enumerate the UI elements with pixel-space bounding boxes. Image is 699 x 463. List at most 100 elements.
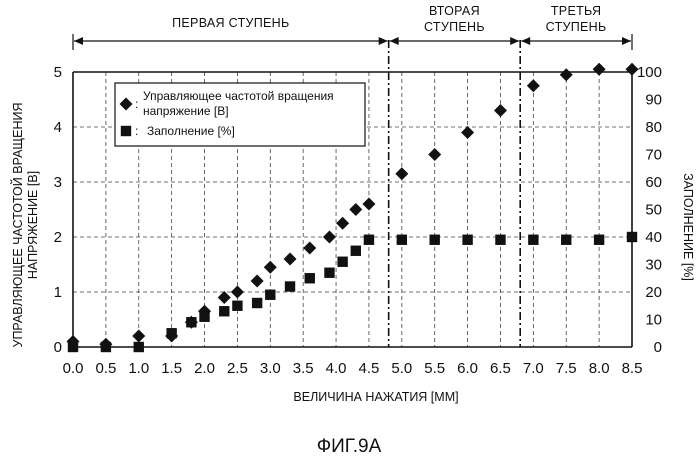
y-right-tick-label: 60 [645, 174, 662, 191]
y-left-tick-label: 3 [54, 174, 62, 191]
y-right-tick-label: 40 [645, 229, 662, 246]
y-right-tick-labels: 0102030405060708090100 [637, 64, 662, 356]
duty-point [219, 306, 229, 316]
duty-point [101, 342, 111, 352]
y-right-tick-label: 100 [637, 64, 662, 81]
stage-label-line1: ВТОРАЯ [429, 4, 480, 18]
legend: : Управляющее частотой вращениянапряжение… [115, 83, 365, 146]
duty-point [324, 268, 334, 278]
voltage-point [132, 330, 145, 343]
voltage-point [336, 217, 349, 230]
x-tick-label: 7.0 [523, 360, 544, 377]
y-right-tick-label: 70 [645, 147, 662, 164]
stage-arrows [73, 34, 632, 50]
stage-arrow-head-right [379, 37, 388, 45]
y-left-tick-labels: 012345 [54, 64, 62, 356]
y-left-tick-label: 4 [54, 119, 62, 136]
x-tick-label: 2.5 [227, 360, 248, 377]
legend-voltage-label-line1: Управляющее частотой вращения [143, 89, 334, 103]
duty-point [495, 235, 505, 245]
duty-point [528, 235, 538, 245]
duty-point [134, 342, 144, 352]
legend-dot: : [135, 97, 138, 111]
voltage-point [323, 231, 336, 244]
duty-point [561, 235, 571, 245]
duty-point [627, 232, 637, 242]
y-left-label-line2: НАПРЯЖЕНИЕ [В] [26, 171, 40, 279]
stage-label: ПЕРВАЯ СТУПЕНЬ [172, 16, 289, 30]
voltage-point [395, 167, 408, 180]
stage-arrow-head-left [521, 37, 530, 45]
y-right-tick-label: 20 [645, 284, 662, 301]
stage-arrow-head-left [74, 37, 83, 45]
y-right-axis-label: ЗАПОЛНЕНИЕ [%] [681, 173, 695, 281]
figure-caption: ФИГ.9А [317, 436, 382, 457]
y-right-tick-label: 90 [645, 92, 662, 109]
voltage-point [264, 261, 277, 274]
x-tick-label: 7.5 [556, 360, 577, 377]
x-tick-label: 4.5 [359, 360, 380, 377]
x-tick-label: 5.5 [424, 360, 445, 377]
x-tick-label: 4.0 [326, 360, 347, 377]
duty-point [430, 235, 440, 245]
stage-label-line2: СТУПЕНЬ [546, 20, 607, 34]
y-right-tick-label: 80 [645, 119, 662, 136]
legend-voltage-label-line2: напряжение [В] [143, 104, 229, 118]
voltage-point [494, 104, 507, 117]
voltage-point [428, 148, 441, 161]
x-axis-label: ВЕЛИЧИНА НАЖАТИЯ [ММ] [293, 390, 458, 404]
y-left-axis-label: УПРАВЛЯЮЩЕЕ ЧАСТОТОЙ ВРАЩЕНИЯ НАПРЯЖЕНИЕ… [10, 102, 40, 347]
x-tick-label: 1.0 [128, 360, 149, 377]
x-tick-label: 3.0 [260, 360, 281, 377]
voltage-point [231, 286, 244, 299]
x-tick-label: 6.0 [457, 360, 478, 377]
x-tick-label: 0.0 [63, 360, 84, 377]
voltage-point [560, 68, 573, 81]
legend-square-marker [121, 126, 131, 136]
x-tick-label: 5.0 [391, 360, 412, 377]
stage-arrow-head-right [510, 37, 519, 45]
stage-labels: ПЕРВАЯ СТУПЕНЬВТОРАЯСТУПЕНЬТРЕТЬЯСТУПЕНЬ [172, 4, 606, 34]
stage-arrow-head-left [390, 37, 399, 45]
x-tick-label: 1.5 [161, 360, 182, 377]
duty-point [166, 328, 176, 338]
y-left-tick-label: 0 [54, 339, 62, 356]
voltage-point [527, 79, 540, 92]
duty-point [285, 281, 295, 291]
voltage-point [349, 203, 362, 216]
voltage-point [284, 253, 297, 266]
y-left-label-line1: УПРАВЛЯЮЩЕЕ ЧАСТОТОЙ ВРАЩЕНИЯ [10, 102, 25, 347]
duty-point [68, 342, 78, 352]
duty-point [199, 312, 209, 322]
duty-point [397, 235, 407, 245]
x-tick-labels: 0.0 0.5 1.0 1.5 2.0 2.5 3.0 3.5 4.0 4.5 5.0 5.5 6.0 6… [63, 360, 643, 377]
duty-point [594, 235, 604, 245]
duty-point [364, 235, 374, 245]
x-tick-label: 0.5 [95, 360, 116, 377]
legend-dot: : [135, 124, 138, 138]
voltage-point [362, 198, 375, 211]
y-left-tick-label: 5 [54, 64, 62, 81]
x-tick-label: 2.0 [194, 360, 215, 377]
y-right-tick-label: 10 [645, 312, 662, 329]
duty-point [265, 290, 275, 300]
duty-point [305, 273, 315, 283]
duty-point [462, 235, 472, 245]
voltage-point [461, 126, 474, 139]
y-right-tick-label: 0 [654, 339, 662, 356]
x-tick-label: 8.0 [589, 360, 610, 377]
stage-label-line1: ТРЕТЬЯ [551, 4, 601, 18]
duty-point [252, 298, 262, 308]
duty-point [351, 246, 361, 256]
duty-point [232, 301, 242, 311]
x-tick-label: 6.5 [490, 360, 511, 377]
legend-duty-label: Заполнение [%] [147, 124, 235, 138]
voltage-point [303, 242, 316, 255]
voltage-point [218, 291, 231, 304]
x-tick-label: 3.5 [293, 360, 314, 377]
x-tick-label: 8.5 [622, 360, 643, 377]
voltage-point [593, 63, 606, 76]
y-left-tick-label: 1 [54, 284, 62, 301]
voltage-point [251, 275, 264, 288]
